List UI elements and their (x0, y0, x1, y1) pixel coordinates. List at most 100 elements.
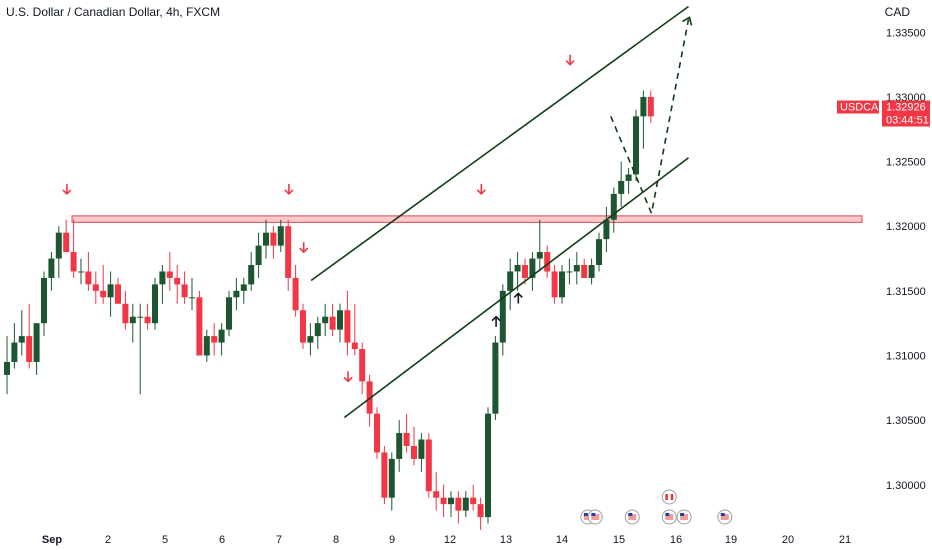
up-arrow-icon (491, 315, 501, 327)
candle-body (292, 277, 299, 311)
candle-body (581, 265, 588, 278)
trendlines-layer (310, 5, 693, 419)
candle-body (507, 271, 514, 291)
candle-body (374, 413, 380, 453)
price-tag-countdown: 03:44:51 (886, 115, 929, 127)
annotation-arrows-layer (62, 54, 575, 383)
candle-body (618, 180, 625, 194)
symbol-title[interactable]: U.S. Dollar / Canadian Dollar, 4h, FXCM (6, 5, 221, 19)
candle-body (263, 232, 269, 246)
time-tick-label: 14 (556, 534, 568, 546)
candle-body (522, 265, 528, 278)
candle-body (240, 284, 247, 291)
candle-body (647, 96, 654, 117)
candle-body (403, 433, 410, 446)
economic-events-layer (580, 489, 733, 525)
price-tick-label: 1.30500 (886, 415, 926, 427)
candle-body (337, 310, 343, 330)
candle-body (211, 336, 218, 343)
time-tick-label: 13 (500, 534, 512, 546)
candle-body (115, 284, 121, 304)
candle-body (485, 413, 491, 518)
canada-flag-band (667, 494, 671, 500)
candle-body (396, 433, 403, 459)
candle-body (433, 491, 440, 498)
candle-body (218, 329, 225, 343)
candle-body (477, 504, 484, 518)
candle-body (233, 290, 240, 298)
resistance-zone (71, 215, 863, 223)
candle-body (633, 116, 639, 175)
candle-body (196, 297, 203, 356)
time-tick-label: 7 (276, 534, 282, 546)
down-arrow-icon (476, 183, 486, 196)
candle-body (248, 265, 255, 285)
candle-body (122, 303, 129, 324)
candle-body (255, 245, 262, 265)
candle-body (640, 96, 647, 117)
usa-flag-canton (591, 513, 596, 516)
candle-body (314, 323, 321, 337)
candle-body (603, 219, 610, 240)
symbol-tag (837, 100, 879, 114)
down-arrow-icon (343, 371, 353, 383)
time-tick-label: 2 (105, 534, 111, 546)
time-tick-label: 9 (389, 534, 395, 546)
candle-body (359, 349, 366, 382)
candle-body (166, 271, 173, 278)
candle-body (455, 497, 462, 511)
price-tick-label: 1.32000 (886, 221, 926, 233)
candle-body (418, 439, 425, 459)
candle-body (159, 271, 166, 285)
price-tick-label: 1.31500 (886, 286, 926, 298)
candle-body (610, 193, 617, 220)
candle-body (18, 336, 25, 343)
candle-body (388, 458, 395, 498)
candle-body (285, 226, 292, 278)
time-tick-label: 16 (670, 534, 682, 546)
down-arrow-icon (299, 242, 309, 254)
time-tick-label: 5 (162, 534, 168, 546)
candles-layer (4, 90, 654, 530)
usa-flag-canton (628, 513, 633, 516)
candle-body (85, 271, 92, 285)
candle-body (425, 439, 432, 492)
candle-body (529, 258, 536, 278)
candle-body (307, 336, 314, 343)
price-tick-label: 1.31000 (886, 350, 926, 362)
candle-body (70, 252, 77, 272)
candle-body (462, 497, 469, 511)
price-tick-label: 1.30000 (886, 480, 926, 492)
time-tick-label: 6 (219, 534, 225, 546)
price-tag-value: 1.32926 (886, 102, 926, 114)
time-tick-label: 20 (782, 534, 794, 546)
candle-body (189, 297, 195, 299)
candle-body (181, 284, 188, 298)
symbol-tag-label: USDCAD (840, 102, 887, 114)
candle-body (226, 297, 232, 330)
time-tick-label: 19 (725, 534, 737, 546)
candle-body (78, 271, 84, 273)
time-tick-label: 8 (333, 534, 339, 546)
candle-body (322, 316, 329, 324)
time-tick-label: Sep (42, 534, 62, 546)
currency-label: CAD (884, 5, 910, 19)
candle-body (351, 342, 358, 350)
candle-body (499, 290, 506, 343)
candle-body (92, 284, 99, 291)
candle-body (4, 361, 10, 375)
candle-body (573, 265, 580, 272)
candle-body (174, 277, 181, 285)
usa-flag-canton (665, 513, 670, 516)
candle-body (536, 252, 543, 259)
candle-body (588, 265, 595, 278)
resistance-zone-layer (71, 215, 863, 223)
time-tick-label: 15 (613, 534, 625, 546)
price-tag (882, 100, 930, 127)
candle-body (625, 174, 632, 181)
candle-body (277, 226, 284, 246)
candle-body (344, 310, 351, 343)
candle-body (448, 497, 454, 505)
candle-body (203, 336, 210, 356)
